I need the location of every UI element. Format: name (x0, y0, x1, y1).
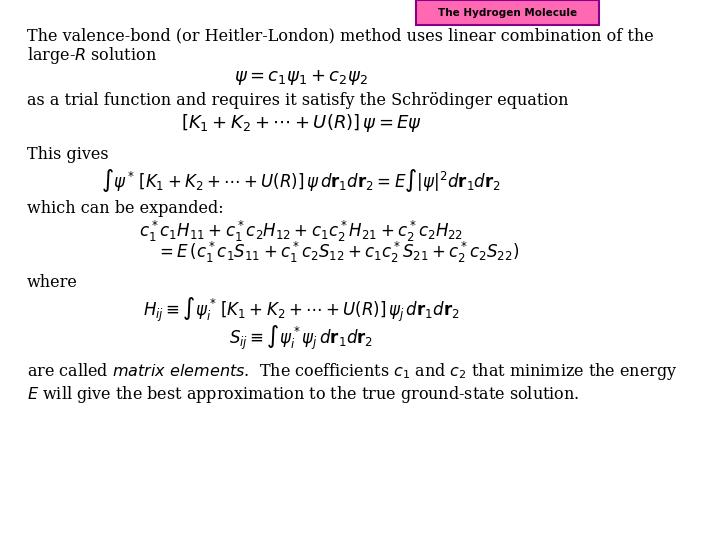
Text: $\psi = c_1\psi_1 + c_2\psi_2$: $\psi = c_1\psi_1 + c_2\psi_2$ (234, 68, 368, 87)
Text: $\int \psi^*\,[K_1 + K_2 + \cdots + U(R)]\,\psi\, d\mathbf{r}_1 d\mathbf{r}_2 = : $\int \psi^*\,[K_1 + K_2 + \cdots + U(R)… (101, 167, 501, 194)
Text: The valence-bond (or Heitler-London) method uses linear combination of the: The valence-bond (or Heitler-London) met… (27, 28, 654, 45)
Text: $c_1^*c_1 H_{11} + c_1^*c_2 H_{12} + c_1 c_2^* H_{21} + c_2^*c_2 H_{22}$: $c_1^*c_1 H_{11} + c_1^*c_2 H_{12} + c_1… (139, 219, 463, 244)
Text: as a trial function and requires it satisfy the Schrödinger equation: as a trial function and requires it sati… (27, 92, 569, 110)
Text: $H_{ij} \equiv \int \psi_i^*\,[K_1 + K_2 + \cdots + U(R)]\,\psi_j\, d\mathbf{r}_: $H_{ij} \equiv \int \psi_i^*\,[K_1 + K_2… (143, 296, 459, 324)
Text: $= E\,(c_1^*c_1 S_{11} + c_1^*c_2 S_{12} + c_1 c_2^* S_{21} + c_2^*c_2 S_{22})$: $= E\,(c_1^*c_1 S_{11} + c_1^*c_2 S_{12}… (156, 240, 519, 265)
Text: $S_{ij} \equiv \int \psi_i^*\psi_j\, d\mathbf{r}_1 d\mathbf{r}_2$: $S_{ij} \equiv \int \psi_i^*\psi_j\, d\m… (229, 324, 373, 352)
Text: The Hydrogen Molecule: The Hydrogen Molecule (438, 8, 577, 18)
Text: This gives: This gives (27, 146, 109, 163)
Text: large-$R$ solution: large-$R$ solution (27, 45, 157, 66)
Text: where: where (27, 274, 78, 291)
FancyBboxPatch shape (415, 0, 599, 25)
Text: $E$ will give the best approximation to the true ground-state solution.: $E$ will give the best approximation to … (27, 384, 580, 405)
Text: $[K_1 + K_2 + \cdots + U(R)]\,\psi = E\psi$: $[K_1 + K_2 + \cdots + U(R)]\,\psi = E\p… (181, 112, 422, 134)
Text: are called $\it{matrix\ elements}$.  The coefficients $c_1$ and $c_2$ that minim: are called $\it{matrix\ elements}$. The … (27, 361, 678, 382)
Text: which can be expanded:: which can be expanded: (27, 200, 224, 217)
